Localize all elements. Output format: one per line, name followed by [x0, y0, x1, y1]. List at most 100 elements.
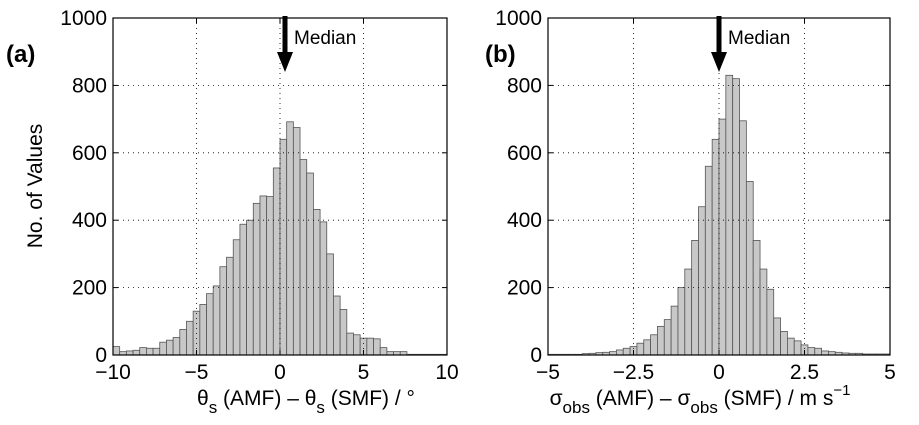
- histogram-bar: [272, 167, 281, 356]
- histogram-bar: [793, 340, 802, 356]
- x-tick-label: 5: [884, 361, 896, 384]
- histogram-bar: [339, 309, 348, 356]
- histogram-bar: [152, 347, 161, 356]
- histogram-bar: [179, 328, 187, 356]
- histogram-bar: [279, 138, 288, 356]
- histogram-bar: [139, 347, 147, 356]
- histogram-bar: [125, 350, 134, 356]
- histogram-bar: [366, 337, 374, 356]
- x-axis-label: σobs (AMF) – σobs (SMF) / m s−1: [550, 382, 851, 417]
- histogram-bar: [159, 341, 167, 356]
- histogram-panel-a: 0 200 400 600 800 1000 −10 −5 0 5 10 θs (AMF) – θs …: [6, 7, 459, 417]
- y-tick-label: 400: [507, 209, 542, 232]
- y-tick-label: 0: [95, 344, 107, 367]
- histogram-panel-b: 0 200 400 600 800 1000 −5 −2.5 0 2.5 5 σobs (AMF) –…: [485, 7, 896, 417]
- histogram-bar: [718, 118, 727, 356]
- histogram-bar: [711, 138, 720, 356]
- histogram-bar: [186, 320, 194, 356]
- y-tick-label: 800: [507, 74, 542, 97]
- histogram-bar: [704, 165, 713, 356]
- histogram-bar: [684, 268, 693, 356]
- histogram-bar: [616, 349, 624, 356]
- histogram-bar: [759, 268, 768, 356]
- panel-label: (a): [6, 41, 35, 68]
- histogram-bar: [725, 74, 734, 356]
- histogram-bar: [172, 337, 181, 356]
- x-tick-label: −2.5: [613, 361, 654, 384]
- histogram-bar: [326, 253, 334, 356]
- histogram-bar: [643, 339, 652, 356]
- histogram-bar: [259, 195, 268, 356]
- histogram-bar: [266, 196, 274, 356]
- histogram-bar: [636, 342, 645, 356]
- y-axis-label: No. of Values: [24, 124, 47, 249]
- y-tick-label: 200: [507, 277, 542, 300]
- histogram-bar: [745, 181, 754, 356]
- histogram-bar: [246, 219, 254, 356]
- histogram-bar: [739, 120, 747, 356]
- x-tick-label: −10: [95, 361, 131, 384]
- histogram-bar: [677, 287, 686, 356]
- x-tick-label: 0: [713, 361, 725, 384]
- y-tick-label: 400: [72, 209, 107, 232]
- histogram-bar: [650, 334, 658, 356]
- histogram-bar: [286, 121, 294, 356]
- histogram-bar: [252, 202, 261, 356]
- histogram-bar: [239, 223, 247, 356]
- histogram-bar: [766, 288, 775, 356]
- x-tick-label: 0: [274, 361, 286, 384]
- histogram-bar: [312, 209, 321, 356]
- y-tick-label: 1000: [495, 7, 542, 30]
- histogram-bar: [219, 266, 227, 356]
- median-arrow-head: [277, 52, 294, 72]
- histogram-bar: [319, 221, 328, 356]
- histogram-bar: [373, 338, 381, 356]
- histogram-bar: [226, 256, 234, 356]
- histogram-bar: [346, 332, 354, 356]
- histogram-bar: [206, 293, 214, 356]
- y-tick-label: 1000: [60, 7, 107, 30]
- histogram-bar: [807, 347, 816, 356]
- median-label: Median: [294, 28, 356, 49]
- histogram-bar: [166, 339, 174, 356]
- histogram-bar: [112, 346, 121, 356]
- panel-label: (b): [485, 41, 516, 68]
- histogram-bar: [663, 319, 672, 356]
- histogram-bar: [691, 240, 699, 356]
- histogram-bar: [132, 349, 141, 356]
- y-tick-label: 0: [530, 344, 542, 367]
- histogram-bar: [773, 317, 781, 356]
- histogram-bar: [299, 159, 308, 356]
- x-tick-label: −5: [536, 361, 560, 384]
- x-tick-label: 2.5: [790, 361, 819, 384]
- histogram-bar: [353, 334, 361, 356]
- histogram-bar: [622, 347, 631, 356]
- x-tick-label: 5: [358, 361, 370, 384]
- histogram-bar: [232, 239, 241, 356]
- x-tick-label: 10: [435, 361, 458, 384]
- y-tick-label: 800: [72, 74, 107, 97]
- histogram-bar: [821, 350, 829, 356]
- histogram-bar: [787, 337, 795, 356]
- histogram-bar: [292, 127, 301, 356]
- histogram-bar: [732, 78, 740, 356]
- y-tick-label: 600: [72, 142, 107, 165]
- histogram-bar: [670, 305, 679, 356]
- histogram-bar: [199, 304, 207, 356]
- y-tick-label: 600: [507, 142, 542, 165]
- median-arrow-head: [711, 52, 727, 72]
- x-tick-label: −5: [185, 361, 209, 384]
- histogram-bar: [698, 206, 706, 356]
- median-label: Median: [728, 28, 790, 49]
- histogram-bar: [814, 347, 823, 356]
- histogram-bar: [752, 240, 761, 356]
- y-tick-label: 200: [72, 277, 107, 300]
- histogram-bar: [306, 172, 314, 356]
- histogram-bar: [657, 325, 665, 356]
- histogram-bar: [333, 295, 341, 356]
- histogram-bar: [379, 347, 388, 356]
- x-axis-label: θs (AMF) – θs (SMF) / °: [197, 387, 415, 417]
- histogram-bar: [145, 347, 154, 356]
- histogram-bar: [212, 285, 221, 356]
